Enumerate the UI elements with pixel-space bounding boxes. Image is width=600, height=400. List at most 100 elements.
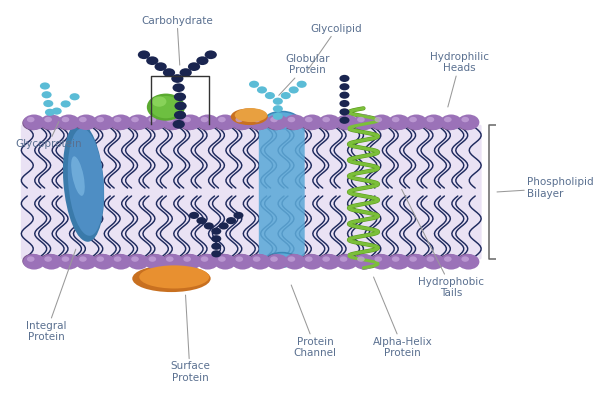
- Circle shape: [162, 114, 184, 130]
- Circle shape: [226, 217, 236, 224]
- Circle shape: [374, 117, 382, 122]
- Text: Alpha-Helix
Protein: Alpha-Helix Protein: [373, 277, 433, 358]
- Circle shape: [461, 256, 469, 262]
- Ellipse shape: [109, 254, 130, 268]
- Circle shape: [232, 254, 253, 270]
- Circle shape: [353, 254, 375, 270]
- Ellipse shape: [235, 108, 267, 122]
- Text: Surface
Protein: Surface Protein: [170, 295, 210, 383]
- Ellipse shape: [248, 254, 268, 268]
- Ellipse shape: [268, 254, 296, 266]
- Circle shape: [162, 254, 184, 270]
- Circle shape: [233, 212, 244, 219]
- Circle shape: [340, 117, 347, 122]
- Circle shape: [409, 117, 417, 122]
- Text: Phospholipid
Bilayer: Phospholipid Bilayer: [497, 177, 593, 199]
- Circle shape: [270, 256, 278, 262]
- Circle shape: [319, 254, 340, 270]
- Ellipse shape: [179, 254, 199, 268]
- Circle shape: [458, 114, 479, 130]
- Circle shape: [253, 117, 260, 122]
- Circle shape: [340, 117, 350, 124]
- Circle shape: [287, 256, 295, 262]
- Circle shape: [58, 114, 80, 130]
- Circle shape: [284, 114, 305, 130]
- Circle shape: [200, 117, 208, 122]
- Ellipse shape: [439, 116, 460, 130]
- Ellipse shape: [283, 254, 303, 268]
- Circle shape: [149, 256, 156, 262]
- Circle shape: [40, 82, 50, 90]
- Circle shape: [155, 62, 167, 71]
- Ellipse shape: [92, 116, 112, 130]
- Circle shape: [388, 114, 410, 130]
- Circle shape: [406, 114, 427, 130]
- Circle shape: [150, 96, 182, 118]
- Circle shape: [301, 114, 323, 130]
- Circle shape: [270, 117, 278, 122]
- Circle shape: [266, 254, 288, 270]
- Circle shape: [423, 114, 445, 130]
- Circle shape: [273, 98, 283, 105]
- Circle shape: [75, 254, 97, 270]
- Circle shape: [218, 256, 226, 262]
- Ellipse shape: [196, 116, 216, 130]
- Circle shape: [406, 254, 427, 270]
- Ellipse shape: [352, 116, 373, 130]
- Ellipse shape: [22, 254, 43, 268]
- Circle shape: [353, 114, 375, 130]
- Circle shape: [235, 117, 243, 122]
- Circle shape: [197, 254, 219, 270]
- Circle shape: [200, 256, 208, 262]
- Circle shape: [211, 243, 221, 250]
- Ellipse shape: [127, 254, 147, 268]
- Circle shape: [322, 256, 330, 262]
- Circle shape: [61, 100, 71, 108]
- Circle shape: [340, 83, 350, 90]
- Ellipse shape: [422, 116, 442, 130]
- Circle shape: [374, 256, 382, 262]
- Circle shape: [173, 83, 185, 92]
- Circle shape: [371, 254, 392, 270]
- Circle shape: [166, 117, 173, 122]
- Ellipse shape: [139, 265, 209, 288]
- Circle shape: [27, 256, 35, 262]
- Circle shape: [392, 117, 400, 122]
- Circle shape: [340, 75, 350, 82]
- Circle shape: [174, 111, 186, 120]
- Circle shape: [322, 117, 330, 122]
- Circle shape: [392, 256, 400, 262]
- Circle shape: [110, 254, 132, 270]
- Circle shape: [166, 256, 173, 262]
- Ellipse shape: [214, 254, 233, 268]
- Circle shape: [75, 114, 97, 130]
- Ellipse shape: [22, 116, 43, 130]
- Ellipse shape: [144, 116, 164, 130]
- Ellipse shape: [266, 116, 286, 130]
- Ellipse shape: [266, 254, 286, 268]
- Circle shape: [257, 86, 267, 94]
- Ellipse shape: [92, 254, 112, 268]
- Circle shape: [45, 109, 55, 116]
- Ellipse shape: [63, 122, 104, 242]
- Circle shape: [253, 256, 260, 262]
- Circle shape: [388, 254, 410, 270]
- Circle shape: [58, 254, 80, 270]
- Circle shape: [179, 254, 202, 270]
- Circle shape: [266, 114, 288, 130]
- Ellipse shape: [231, 108, 268, 125]
- Circle shape: [184, 117, 191, 122]
- Circle shape: [189, 212, 199, 219]
- Circle shape: [211, 228, 221, 235]
- Circle shape: [146, 56, 158, 65]
- Circle shape: [296, 81, 307, 88]
- Circle shape: [214, 254, 236, 270]
- Circle shape: [205, 50, 217, 59]
- Text: Protein
Channel: Protein Channel: [291, 285, 337, 358]
- Ellipse shape: [335, 116, 355, 130]
- Ellipse shape: [71, 156, 85, 196]
- Circle shape: [319, 114, 340, 130]
- Circle shape: [62, 256, 70, 262]
- Text: Glycoprotein: Glycoprotein: [15, 122, 82, 149]
- Circle shape: [427, 117, 434, 122]
